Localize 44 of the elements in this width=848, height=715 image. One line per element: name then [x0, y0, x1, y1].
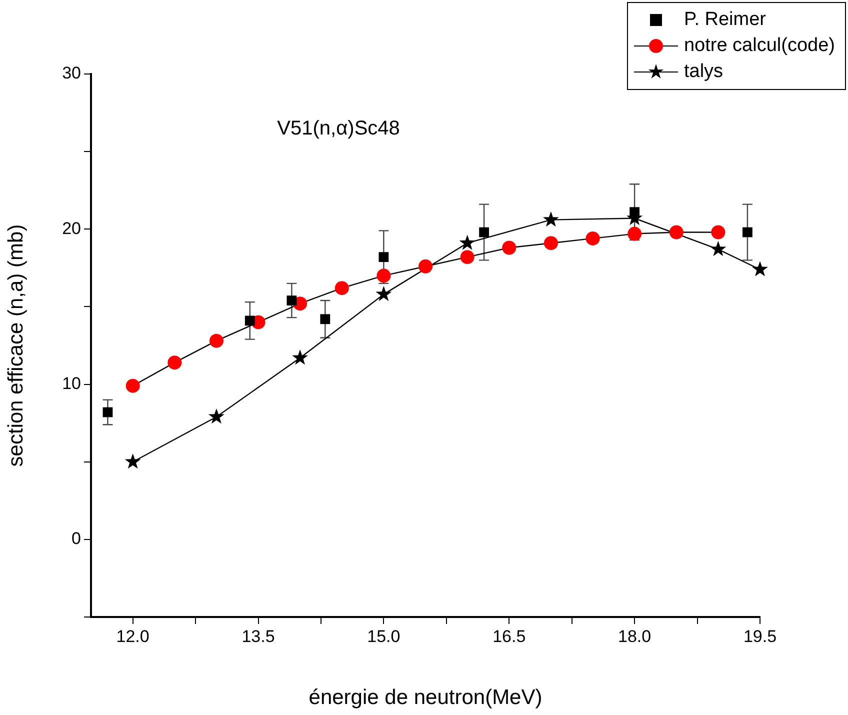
x-axis-title: énergie de neutron(MeV): [308, 686, 542, 710]
point: [628, 226, 642, 241]
point: [542, 211, 559, 227]
point: [669, 225, 684, 240]
x-tick-label: 13.5: [242, 626, 275, 646]
y-axis-title: section efficace (n,a) (mb): [4, 224, 28, 467]
point: [126, 378, 140, 393]
x-tick-label: 19.5: [743, 626, 777, 646]
point: [376, 286, 392, 302]
point: [334, 281, 349, 296]
point: [586, 231, 600, 246]
y-tick-label: 20: [62, 218, 81, 238]
point: [286, 296, 297, 306]
text: V51(n,α)Sc48: [277, 118, 400, 140]
point: [742, 227, 752, 238]
point: [544, 236, 558, 250]
point: [124, 453, 141, 469]
x-tick-label: 18.0: [618, 626, 652, 646]
point: [711, 225, 726, 240]
point: [460, 250, 474, 264]
point: [376, 268, 391, 283]
point: [378, 252, 389, 262]
point: [168, 356, 182, 370]
point: [320, 314, 330, 324]
y-tick-label: 30: [62, 64, 81, 83]
point: [752, 261, 768, 276]
point: [418, 259, 432, 274]
point: [102, 407, 113, 418]
y-tick-label: 0: [72, 529, 81, 548]
point: [459, 234, 476, 250]
point: [502, 240, 516, 255]
x-tick-label: 12.0: [116, 626, 150, 646]
point: [292, 350, 308, 365]
point: [479, 227, 489, 238]
x-tick-label: 16.5: [492, 626, 526, 646]
legend-label: talys: [684, 61, 724, 83]
y-tick-label: 10: [62, 374, 81, 393]
x-tick-label: 15.0: [367, 626, 400, 646]
point: [710, 240, 726, 256]
point: [208, 408, 224, 424]
legend-label: notre calcul(code): [684, 35, 835, 57]
point: [244, 316, 255, 326]
legend-label: P. Reimer: [684, 9, 766, 31]
point: [209, 334, 224, 348]
